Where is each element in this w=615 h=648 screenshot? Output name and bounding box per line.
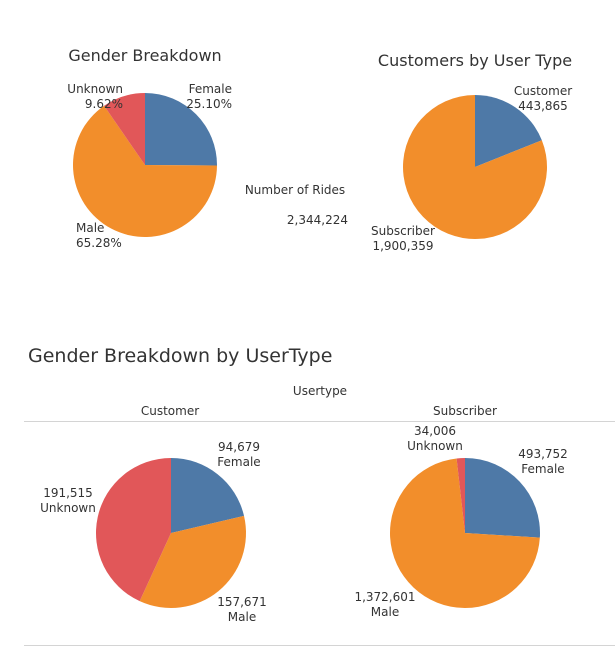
gender-breakdown-title: Gender Breakdown xyxy=(68,46,222,65)
usertype-header: Usertype xyxy=(292,384,348,398)
pie3-unknown-value: 34,006 xyxy=(414,424,456,438)
pie0-unknown-name: Unknown xyxy=(67,82,123,96)
pie3-unknown-name: Unknown xyxy=(407,439,463,453)
pie1-customer-value: 443,865 xyxy=(518,99,568,113)
header-divider xyxy=(24,421,615,422)
pie1-subscriber-label: Subscriber 1,900,359 xyxy=(368,224,438,254)
pie1-subscriber-name: Subscriber xyxy=(371,224,435,238)
pie1-slice-subscriber xyxy=(403,95,547,239)
pie2-female-value: 94,679 xyxy=(218,440,260,454)
pie2-unknown-value: 191,515 xyxy=(43,486,93,500)
gender-breakdown-pie xyxy=(72,93,217,238)
column-header-customer: Customer xyxy=(140,404,200,418)
pie2-slice-male xyxy=(139,515,246,608)
pie3-female-value: 493,752 xyxy=(518,447,568,461)
pie2-female-name: Female xyxy=(217,455,261,469)
pie0-male-value: 65.28% xyxy=(76,236,122,250)
pie0-slice-unknown xyxy=(104,93,145,165)
pie2-female-label: 94,679 Female xyxy=(204,440,274,470)
customers-by-usertype-pie xyxy=(403,95,547,239)
pie3-female-label: 493,752 Female xyxy=(508,447,578,477)
pie1-slice-customer xyxy=(475,95,542,167)
pie3-slice-unknown xyxy=(456,458,465,533)
pie0-slice-male xyxy=(72,105,217,238)
pie2-male-label: 157,671 Male xyxy=(207,595,277,625)
pie0-unknown-value: 9.62% xyxy=(84,97,123,111)
pie1-customer-label: Customer 443,865 xyxy=(508,84,578,114)
pie3-slice-male xyxy=(390,458,540,608)
rides-value: 2,344,224 xyxy=(286,213,348,227)
pie0-female-label: Female 25.10% xyxy=(160,82,232,112)
pie3-male-name: Male xyxy=(370,605,400,619)
pie2-unknown-label: 191,515 Unknown xyxy=(33,486,103,516)
pie3-slice-female xyxy=(465,458,540,538)
pie0-male-name: Male xyxy=(76,221,105,235)
bottom-divider xyxy=(24,645,615,646)
pie2-male-value: 157,671 xyxy=(217,595,267,609)
pie0-male-label: Male 65.28% xyxy=(76,221,122,251)
pie1-subscriber-value: 1,900,359 xyxy=(372,239,434,253)
pie3-unknown-label: 34,006 Unknown xyxy=(400,424,470,454)
pie0-unknown-label: Unknown 9.62% xyxy=(55,82,123,112)
pie0-slice-female xyxy=(145,93,217,166)
pie0-female-name: Female xyxy=(188,82,232,96)
pie3-male-label: 1,372,601 Male xyxy=(348,590,422,620)
pie2-slice-unknown xyxy=(95,458,171,602)
column-header-subscriber: Subscriber xyxy=(433,404,497,418)
pie3-male-value: 1,372,601 xyxy=(354,590,416,604)
pie1-customer-name: Customer xyxy=(513,84,573,98)
pie3-female-name: Female xyxy=(521,462,565,476)
pie0-female-value: 25.10% xyxy=(186,97,232,111)
pie2-male-name: Male xyxy=(227,610,257,624)
customer-gender-pie xyxy=(95,458,246,608)
customers-by-usertype-title: Customers by User Type xyxy=(377,51,573,70)
subscriber-gender-pie xyxy=(390,458,540,608)
pie2-unknown-name: Unknown xyxy=(40,501,96,515)
section-title: Gender Breakdown by UserType xyxy=(28,345,333,367)
rides-label: Number of Rides xyxy=(244,183,346,197)
pie2-slice-female xyxy=(171,458,245,533)
